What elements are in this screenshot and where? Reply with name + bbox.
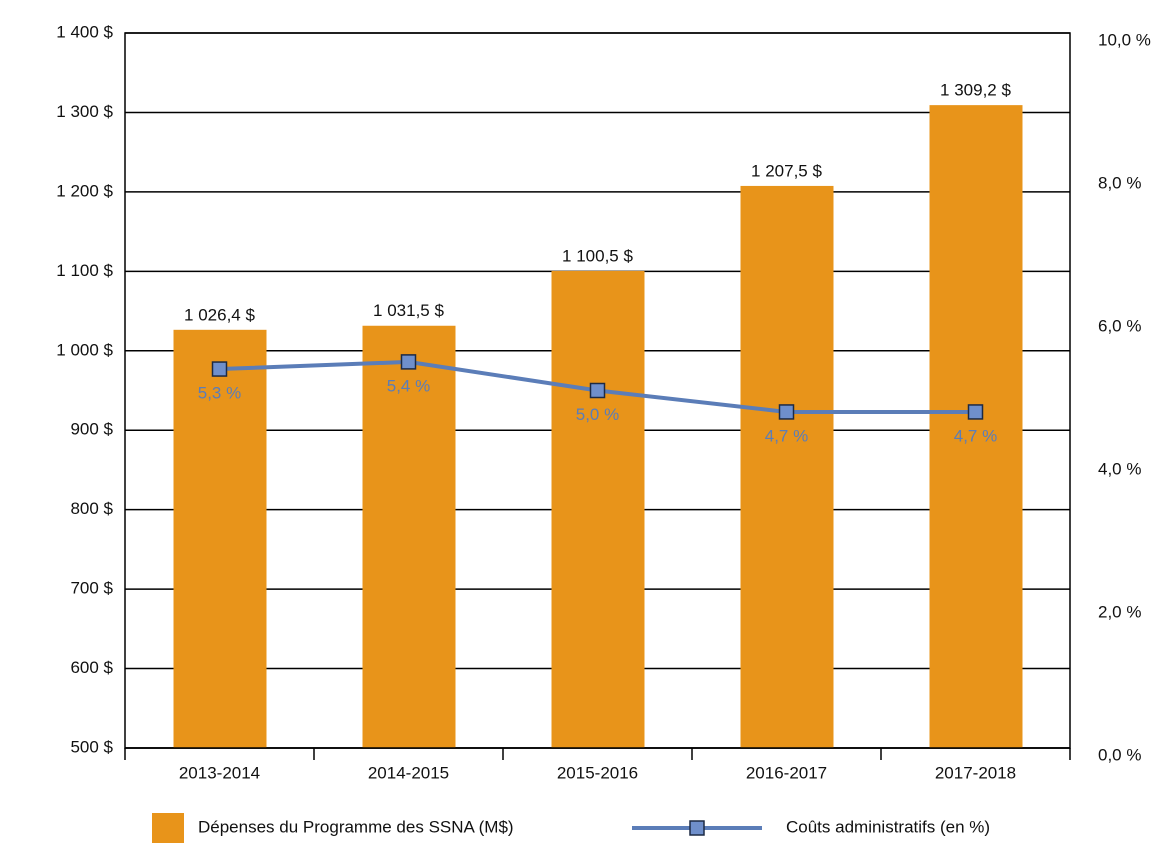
y-tick-label: 500 $ xyxy=(70,737,113,756)
line-value-label: 5,0 % xyxy=(576,405,619,424)
bar xyxy=(929,105,1023,748)
y-tick-label: 1 400 $ xyxy=(56,22,113,41)
x-tick-label: 2017-2018 xyxy=(935,763,1016,782)
y2-tick-label: 8,0 % xyxy=(1098,173,1141,192)
bar-value-label: 1 207,5 $ xyxy=(751,161,822,180)
legend-label: Dépenses du Programme des SSNA (M$) xyxy=(198,817,514,836)
line-value-label: 4,7 % xyxy=(765,426,808,445)
line-marker xyxy=(778,404,795,420)
legend-swatch xyxy=(152,813,184,843)
line-value-label: 5,4 % xyxy=(387,376,430,395)
bar-value-label: 1 031,5 $ xyxy=(373,301,444,320)
line-marker xyxy=(211,361,228,377)
y-tick-label: 1 100 $ xyxy=(56,261,113,280)
legend-label: Coûts administratifs (en %) xyxy=(786,817,990,836)
bar-value-label: 1 309,2 $ xyxy=(940,81,1011,100)
line-marker xyxy=(589,382,606,399)
y-tick-label: 900 $ xyxy=(70,420,113,439)
line-marker xyxy=(400,354,417,370)
y-tick-label: 700 $ xyxy=(70,579,113,598)
bar xyxy=(551,270,645,748)
y-tick-label: 1 300 $ xyxy=(56,102,113,121)
x-tick-label: 2014-2015 xyxy=(368,763,449,782)
bar xyxy=(362,325,456,748)
y2-tick-label: 0,0 % xyxy=(1098,745,1141,764)
x-tick-label: 2016-2017 xyxy=(746,763,827,782)
x-tick-label: 2013-2014 xyxy=(179,763,260,782)
y2-tick-label: 4,0 % xyxy=(1098,459,1141,478)
bar xyxy=(173,329,267,748)
y-tick-label: 1 200 $ xyxy=(56,181,113,200)
y2-tick-label: 2,0 % xyxy=(1098,602,1141,621)
bar-value-label: 1 100,5 $ xyxy=(562,246,633,265)
line-value-label: 4,7 % xyxy=(954,426,997,445)
y-tick-label: 600 $ xyxy=(70,658,113,677)
bar-value-label: 1 026,4 $ xyxy=(184,305,255,324)
y2-tick-label: 10,0 % xyxy=(1098,30,1151,49)
line-marker xyxy=(967,404,984,420)
line-value-label: 5,3 % xyxy=(198,384,241,403)
x-tick-label: 2015-2016 xyxy=(557,763,638,782)
y2-tick-label: 6,0 % xyxy=(1098,316,1141,335)
y-tick-label: 800 $ xyxy=(70,499,113,518)
bar xyxy=(740,185,834,749)
y-tick-label: 1 000 $ xyxy=(56,340,113,359)
legend-marker xyxy=(689,820,705,836)
